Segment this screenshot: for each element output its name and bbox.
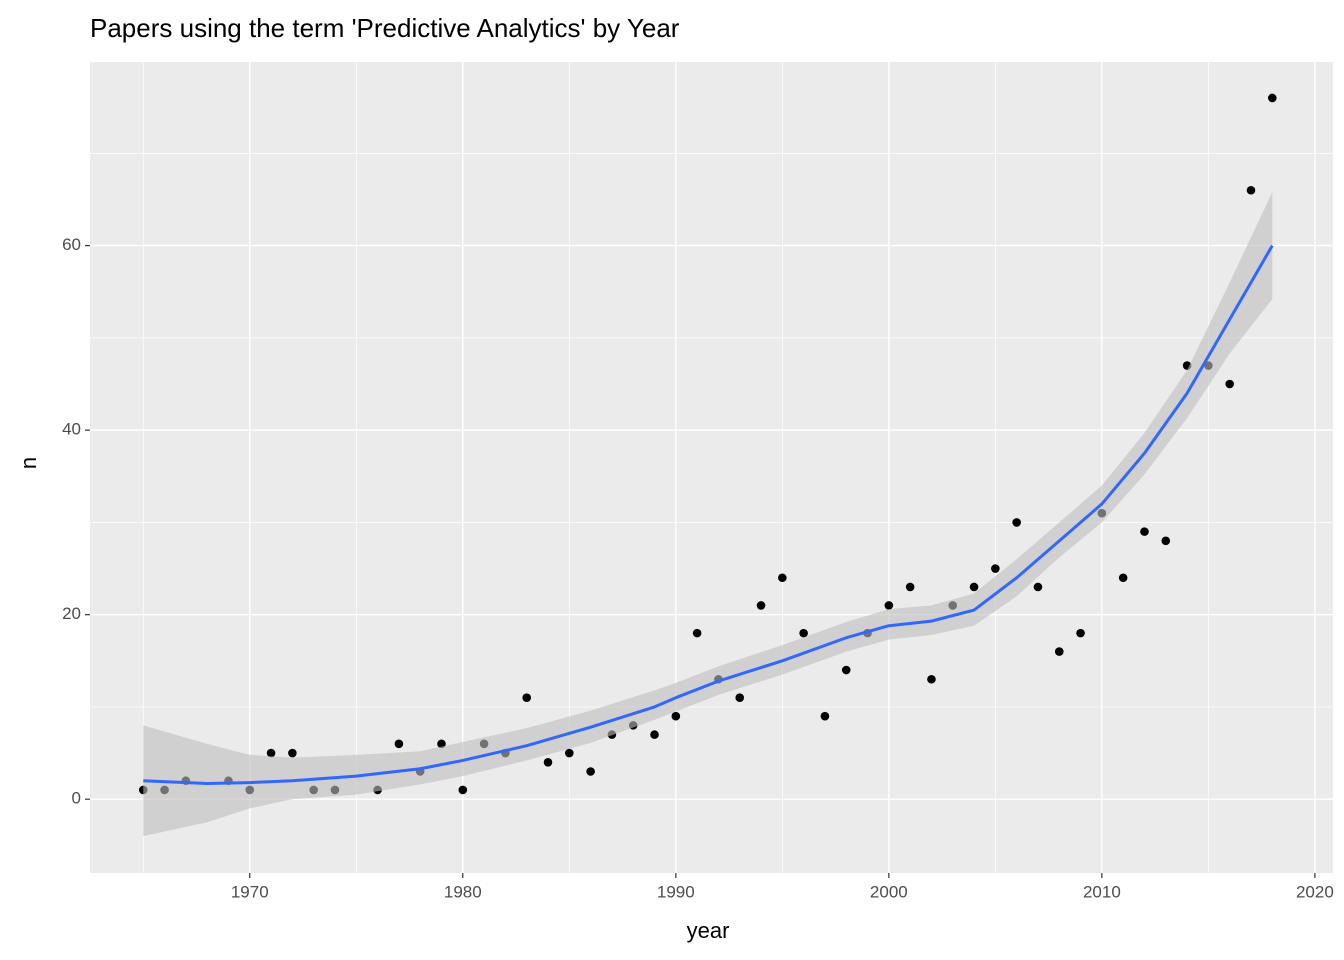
point (1076, 628, 1085, 638)
point (1161, 536, 1171, 546)
point (1140, 527, 1149, 536)
point (991, 564, 1000, 573)
point (799, 628, 808, 638)
x-tick-label: 2010 (1083, 882, 1121, 901)
point (1012, 518, 1021, 527)
point (288, 748, 297, 758)
x-tick-label: 1970 (231, 882, 269, 901)
point (756, 601, 766, 610)
point (735, 693, 745, 702)
y-tick-label: 20 (62, 604, 81, 623)
y-tick-label: 0 (72, 789, 81, 808)
confidence-band (143, 192, 1273, 837)
point (586, 767, 595, 776)
y-axis-title: n (16, 457, 41, 469)
y-tick-label: 40 (62, 420, 81, 439)
point (1118, 573, 1128, 583)
point (692, 628, 702, 638)
point (565, 748, 574, 758)
x-tick-label: 2020 (1296, 882, 1334, 901)
point (1033, 582, 1043, 592)
smooth-line (143, 244, 1274, 786)
point (1225, 379, 1234, 389)
point (841, 665, 851, 675)
point (394, 739, 404, 749)
x-axis-title: year (687, 918, 730, 943)
x-tick-label: 1980 (444, 882, 482, 901)
chart-title: Papers using the term 'Predictive Analyt… (90, 13, 680, 43)
point (522, 693, 532, 702)
point (266, 748, 276, 758)
point (820, 711, 830, 721)
point (884, 601, 894, 610)
point (1246, 185, 1256, 195)
point (927, 674, 936, 684)
x-tick-label: 2000 (870, 882, 908, 901)
point (671, 711, 681, 721)
point (650, 730, 659, 739)
x-tick-label: 1990 (657, 882, 695, 901)
point (543, 757, 553, 767)
point (905, 582, 915, 592)
point (1267, 93, 1277, 103)
y-tick-label: 60 (62, 235, 81, 254)
point (458, 785, 468, 795)
point (1054, 647, 1064, 656)
point (778, 573, 787, 583)
point (437, 739, 446, 749)
point (969, 582, 979, 592)
